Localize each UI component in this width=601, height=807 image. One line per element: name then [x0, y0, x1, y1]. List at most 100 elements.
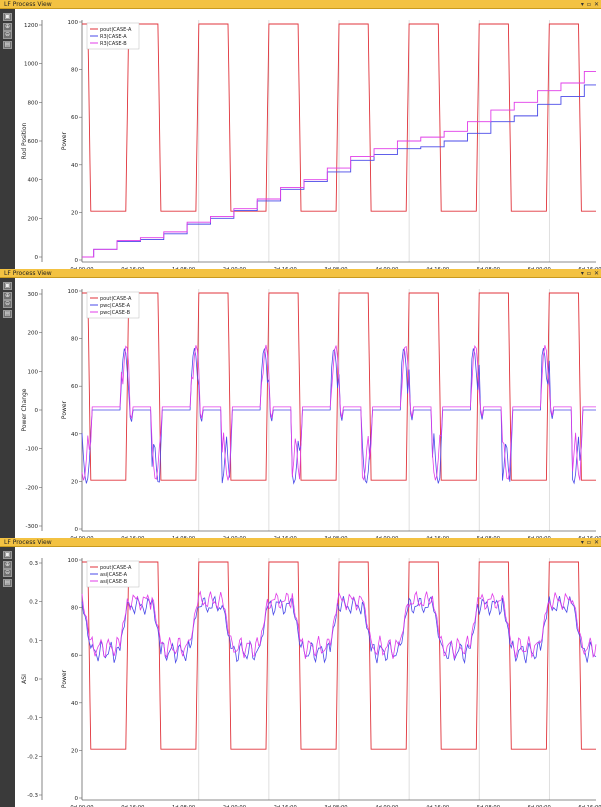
close-icon[interactable]: ✕: [593, 539, 599, 546]
x-tick-label: 4d 00:00: [375, 805, 398, 807]
chart-plot: 0.3 0.2 0.1 0 -0.1 -0.2 -0.3 100 80 60 40 20 0 ASI Pow…: [21, 558, 601, 807]
legend-entry: pout|CASE-A: [100, 27, 132, 33]
x-tick-label: 3d 08:00: [324, 805, 347, 807]
x-tick-label: 4d 16:00: [426, 805, 449, 807]
x-tick-label: 2d 16:00: [274, 536, 297, 538]
copy-icon[interactable]: ▤: [3, 41, 12, 49]
save-icon[interactable]: ▣: [3, 13, 12, 21]
right-tick-label: 40: [71, 163, 78, 169]
panel-title-bar[interactable]: LF Process View ▾ ▫ ✕: [0, 269, 601, 278]
close-icon[interactable]: ✕: [593, 1, 599, 8]
series-pwc-case-b: [81, 344, 596, 481]
panel-title: LF Process View: [4, 539, 52, 546]
x-tick-label: 6d 16:00: [578, 267, 601, 269]
left-tick-label: 1000: [24, 62, 38, 68]
x-tick-label: 1d 08:00: [172, 805, 195, 807]
x-tick-label: 0d 16:00: [121, 536, 144, 538]
x-tick-label: 2d 16:00: [274, 805, 297, 807]
legend-entry: asi|CASE-A: [100, 572, 128, 578]
legend-entry: pwc|CASE-A: [100, 303, 131, 309]
left-tick-label: 400: [28, 178, 39, 184]
panel-title-bar[interactable]: LF Process View ▾ ▫ ✕: [0, 538, 601, 547]
series-asi-case-a: [81, 595, 597, 665]
left-tick-label: 300: [28, 292, 39, 298]
left-tick-label: 800: [28, 100, 39, 106]
left-tick-label: 0.2: [29, 600, 38, 606]
copy-icon[interactable]: ▤: [3, 579, 12, 587]
left-tick-label: 0: [35, 408, 39, 414]
right-tick-label: 20: [71, 748, 78, 754]
right-axis-label: Power: [61, 669, 68, 688]
right-tick-label: 100: [68, 20, 79, 26]
x-tick-label: 6d 00:00: [528, 267, 551, 269]
x-tick-label: 0d 16:00: [121, 805, 144, 807]
save-icon[interactable]: ▣: [3, 282, 12, 290]
legend-entry: pwc|CASE-B: [100, 310, 131, 316]
x-tick-label: 4d 16:00: [426, 267, 449, 269]
view-toolbar: ▣ ⊕ ⊖ ▤: [0, 278, 15, 538]
right-tick-label: 0: [75, 796, 79, 802]
restore-icon[interactable]: ▫: [586, 1, 591, 8]
series-r3-case-b: [82, 70, 596, 258]
right-tick-label: 60: [71, 384, 78, 390]
series-pout: [82, 23, 596, 212]
x-tick-label: 6d 16:00: [578, 536, 601, 538]
x-tick-label: 0d 00:00: [70, 267, 93, 269]
left-axis-label: Rod Position: [21, 122, 28, 159]
x-tick-label: 2d 00:00: [223, 267, 246, 269]
right-tick-label: 80: [71, 337, 78, 343]
x-tick-label: 5d 08:00: [477, 267, 500, 269]
right-tick-label: 100: [68, 289, 79, 295]
legend-entry: pout|CASE-A: [100, 565, 132, 571]
x-tick-label: 4d 00:00: [375, 536, 398, 538]
left-axis-label: ASI: [21, 674, 28, 684]
dropdown-icon[interactable]: ▾: [580, 539, 584, 546]
zoom-in-icon[interactable]: ⊕: [3, 23, 12, 31]
left-tick-label: -200: [26, 485, 39, 491]
left-tick-label: 100: [28, 369, 39, 375]
left-tick-label: 600: [28, 139, 39, 145]
x-tick-label: 2d 00:00: [223, 805, 246, 807]
close-icon[interactable]: ✕: [593, 270, 599, 277]
legend-entry: R3|CASE-B: [100, 41, 127, 47]
right-tick-label: 40: [71, 432, 78, 438]
panel-title: LF Process View: [4, 270, 52, 277]
panel-title-bar[interactable]: LF Process View ▾ ▫ ✕: [0, 0, 601, 9]
series-pout: [82, 561, 596, 750]
save-icon[interactable]: ▣: [3, 551, 12, 559]
x-tick-label: 3d 08:00: [324, 267, 347, 269]
legend-entry: R3|CASE-A: [100, 34, 127, 40]
left-tick-label: 200: [28, 216, 39, 222]
x-tick-label: 0d 00:00: [70, 536, 93, 538]
zoom-out-icon[interactable]: ⊖: [3, 300, 12, 308]
zoom-out-icon[interactable]: ⊖: [3, 31, 12, 39]
x-tick-label: 4d 16:00: [426, 536, 449, 538]
right-tick-label: 80: [71, 606, 78, 612]
left-tick-label: -100: [26, 447, 39, 453]
right-tick-label: 0: [75, 258, 79, 264]
x-tick-label: 6d 00:00: [528, 536, 551, 538]
left-axis-label: Power Change: [21, 388, 28, 431]
zoom-in-icon[interactable]: ⊕: [3, 561, 12, 569]
left-tick-label: 0.3: [29, 561, 38, 567]
right-tick-label: 40: [71, 701, 78, 707]
series-asi-case-b: [81, 590, 597, 659]
zoom-out-icon[interactable]: ⊖: [3, 569, 12, 577]
zoom-in-icon[interactable]: ⊕: [3, 292, 12, 300]
dropdown-icon[interactable]: ▾: [580, 1, 584, 8]
legend-entry: pout|CASE-A: [100, 296, 132, 302]
x-tick-label: 1d 08:00: [172, 267, 195, 269]
copy-icon[interactable]: ▤: [3, 310, 12, 318]
restore-icon[interactable]: ▫: [586, 539, 591, 546]
process-view-panel: LF Process View ▾ ▫ ✕ ▣ ⊕ ⊖ ▤ 0.3 0.2 0.1 0 -0.1 -0.2…: [0, 538, 601, 807]
right-axis-label: Power: [61, 400, 68, 419]
restore-icon[interactable]: ▫: [586, 270, 591, 277]
left-tick-label: 1200: [24, 23, 38, 29]
left-tick-label: -0.2: [27, 754, 38, 760]
dropdown-icon[interactable]: ▾: [580, 270, 584, 277]
left-tick-label: 0: [35, 677, 39, 683]
left-tick-label: 0.1: [29, 638, 38, 644]
